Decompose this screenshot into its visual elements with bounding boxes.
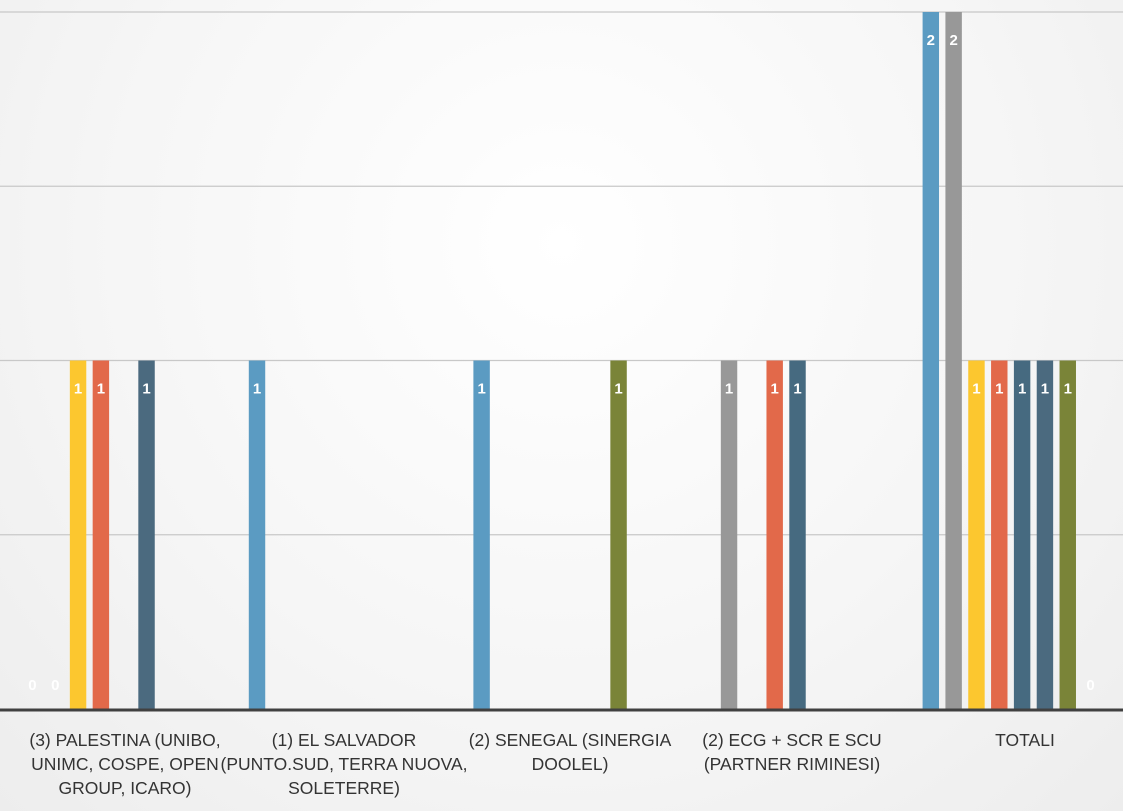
bar-series-4-4 xyxy=(991,360,1008,709)
data-label-series-4-4: 1 xyxy=(995,381,1003,398)
data-label-series-2-4: 2 xyxy=(949,32,957,49)
category-label-el-salvador: (1) EL SALVADOR (PUNTO.SUD, TERRA NUOVA,… xyxy=(220,730,468,798)
data-label-series-6-0: 1 xyxy=(142,381,150,398)
category-label-senegal: (2) SENEGAL (SINERGIA DOOLEL) xyxy=(468,730,672,774)
bar-series-2-4 xyxy=(945,12,962,709)
data-label-series-5-3: 1 xyxy=(793,381,801,398)
data-label-series-2-0: 0 xyxy=(51,677,59,694)
data-label-series-3-0: 1 xyxy=(74,381,82,398)
data-label-series-1-1: 1 xyxy=(253,381,261,398)
bar-series-4-3 xyxy=(766,360,783,709)
data-label-series-5-4: 1 xyxy=(1018,381,1026,398)
bar-series-2-3 xyxy=(720,360,738,709)
bar-series-7-2 xyxy=(610,360,627,709)
category-label-totali: TOTALI xyxy=(995,730,1055,750)
data-label-series-2-3: 1 xyxy=(725,381,733,398)
bar-series-3-4 xyxy=(968,360,985,709)
bar-series-3-0 xyxy=(69,360,87,709)
category-label-ecg: (2) ECG + SCR E SCU (PARTNER RIMINESI) xyxy=(702,730,882,774)
bar-series-5-4 xyxy=(1013,360,1031,709)
data-label-series-8-4: 0 xyxy=(1086,677,1094,694)
bar-series-7-4 xyxy=(1059,360,1076,709)
data-label-series-1-0: 0 xyxy=(28,677,36,694)
category-label-palestina: (3) PALESTINA (UNIBO, UNIMC, COSPE, OPEN… xyxy=(29,730,221,798)
data-label-series-7-4: 1 xyxy=(1064,381,1072,398)
bar-series-1-4 xyxy=(922,12,940,709)
bar-series-5-3 xyxy=(789,360,806,709)
data-label-series-3-4: 1 xyxy=(972,381,980,398)
bar-series-4-0 xyxy=(92,360,110,709)
bar-series-6-0 xyxy=(138,360,155,709)
bar-series-6-4 xyxy=(1036,360,1054,709)
bar-series-1-1 xyxy=(248,360,266,709)
data-label-series-4-0: 1 xyxy=(97,381,105,398)
data-label-series-6-4: 1 xyxy=(1041,381,1049,398)
data-label-series-7-2: 1 xyxy=(614,381,622,398)
data-label-series-1-4: 2 xyxy=(927,32,935,49)
data-label-series-4-3: 1 xyxy=(771,381,779,398)
bar-series-1-2 xyxy=(473,360,490,709)
data-label-series-1-2: 1 xyxy=(477,381,485,398)
